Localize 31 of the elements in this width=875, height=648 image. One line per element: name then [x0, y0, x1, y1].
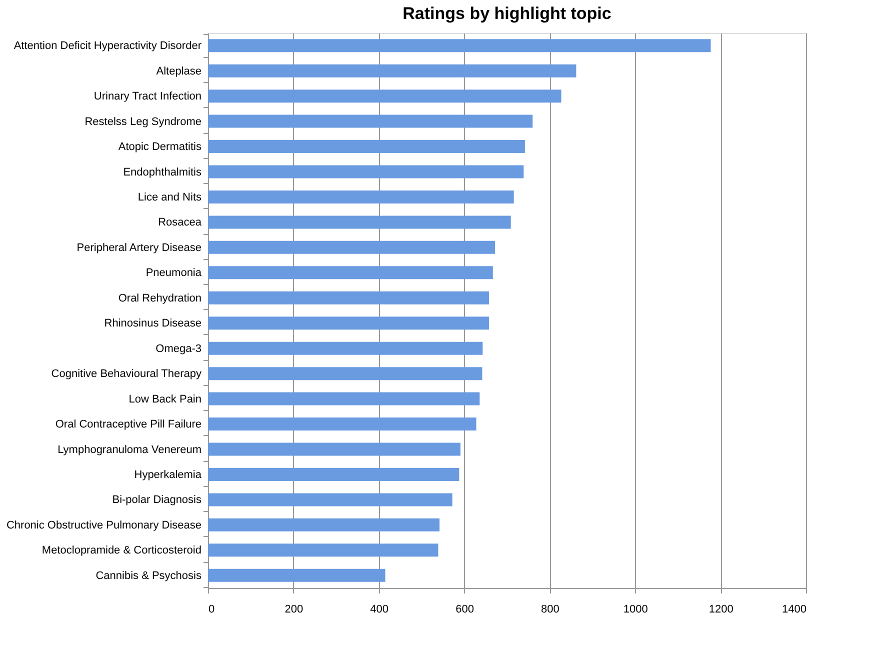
- chart-title: Ratings by highlight topic: [402, 4, 612, 23]
- y-tick-label: Oral Contraceptive Pill Failure: [55, 418, 202, 431]
- y-tick-label: Low Back Pain: [128, 393, 202, 406]
- y-tick-label: Bi-polar Diagnosis: [112, 494, 202, 506]
- y-tick-label: Endophthalmitis: [123, 166, 202, 178]
- y-tick-label: Attention Deficit Hyperactivity Disorder: [14, 40, 202, 52]
- y-tick-label: Peripheral Artery Disease: [76, 242, 202, 254]
- y-tick-label: Metoclopramide & Corticosteroid: [42, 544, 202, 557]
- y-tick-label: Restelss Leg Syndrome: [84, 116, 202, 128]
- x-tick-label: 1000: [623, 604, 648, 616]
- x-tick-label: 600: [456, 604, 474, 616]
- y-tick-label: Lymphogranuloma Venereum: [58, 444, 202, 456]
- x-tick-label: 200: [284, 604, 304, 616]
- y-tick-label: Omega-3: [156, 342, 202, 355]
- y-tick-label: Cannibis & Psychosis: [96, 570, 202, 582]
- y-tick-label: Lice and Nits: [138, 191, 202, 204]
- y-tick-label: Cognitive Behavioural Therapy: [51, 368, 202, 380]
- y-tick-label: Hyperkalemia: [134, 468, 202, 481]
- y-tick-label: Urinary Tract Infection: [94, 90, 202, 103]
- x-tick-label: 1200: [708, 604, 734, 616]
- y-tick-label: Alteplase: [156, 65, 202, 78]
- y-tick-label: Rosacea: [158, 216, 202, 229]
- x-tick-label: 800: [541, 604, 560, 616]
- x-tick-label: 400: [370, 604, 389, 616]
- y-tick-label: Pneumonia: [146, 267, 202, 280]
- y-tick-label: Chronic Obstructive Pulmonary Disease: [6, 519, 202, 532]
- y-tick-label: Atopic Dermatitis: [118, 141, 202, 154]
- x-tick-label: 1400: [782, 604, 806, 616]
- y-tick-label: Oral Rehydration: [118, 292, 202, 304]
- y-tick-label: Rhinosinus Disease: [104, 318, 202, 330]
- x-tick-label: 0: [208, 604, 215, 616]
